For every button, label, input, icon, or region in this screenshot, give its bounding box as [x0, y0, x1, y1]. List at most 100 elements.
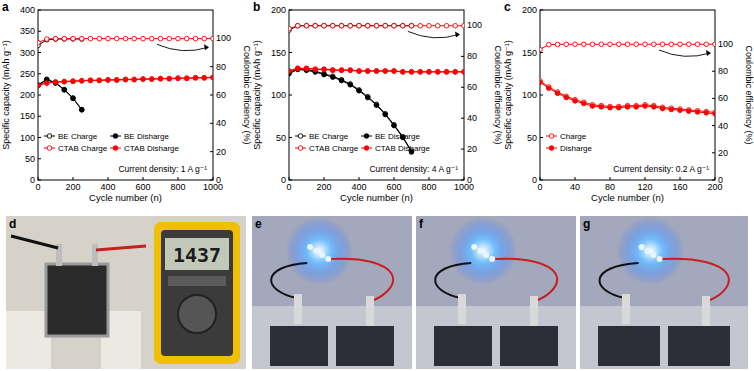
clip	[530, 296, 538, 326]
data-point	[322, 23, 327, 28]
y-axis-title: Specific capacity (mAh g⁻¹)	[1, 40, 11, 149]
y-tick	[38, 73, 41, 74]
data-point	[79, 79, 84, 84]
data-point	[418, 70, 423, 75]
data-point	[62, 79, 67, 84]
led	[325, 256, 331, 262]
data-point	[53, 81, 58, 86]
pouch-cell	[336, 326, 394, 366]
led	[313, 248, 319, 254]
annotation: Current density: 1 A g⁻¹	[118, 164, 207, 174]
data-point	[660, 106, 665, 111]
data-group	[540, 42, 715, 116]
data-point	[62, 80, 67, 85]
legend-swatch-marker	[549, 146, 554, 151]
data-point	[106, 36, 111, 41]
y-tick-label: 100	[271, 90, 286, 100]
data-point	[71, 96, 76, 101]
series-line	[540, 81, 715, 112]
x-tick-label: 40	[570, 182, 580, 192]
data-point	[97, 78, 102, 83]
data-point	[313, 67, 318, 72]
chart: 0200400600800100005010015020025030035040…	[1, 0, 252, 203]
data-point	[38, 83, 40, 88]
data-point	[374, 102, 379, 107]
data-point	[392, 69, 397, 74]
data-point	[365, 95, 370, 100]
data-point	[616, 105, 621, 110]
pouch-cell	[668, 326, 730, 366]
y2-tick	[461, 56, 464, 57]
data-point	[132, 77, 137, 82]
data-point	[295, 23, 300, 28]
data-point	[392, 123, 397, 128]
x-tick	[359, 177, 360, 180]
y2-tick-label: 80	[467, 51, 477, 61]
data-point	[392, 68, 397, 73]
data-point	[374, 68, 379, 73]
data-point	[339, 78, 344, 83]
panel-label: b	[253, 0, 260, 14]
data-point	[564, 95, 569, 100]
y-tick-label: 0	[30, 175, 35, 185]
x-tick-label: 600	[386, 182, 401, 192]
led	[471, 244, 477, 250]
data-point	[62, 88, 67, 93]
data-point	[625, 105, 630, 110]
series-line	[38, 79, 82, 109]
data-point	[202, 76, 207, 81]
data-point	[686, 109, 691, 114]
data-point	[365, 23, 370, 28]
y-axis-title: Specific capacity (mAh g⁻¹)	[252, 40, 262, 149]
data-point	[374, 23, 379, 28]
data-point	[211, 36, 213, 41]
data-point	[38, 83, 40, 88]
arrow	[408, 31, 459, 37]
x-tick	[394, 177, 395, 180]
wire-black	[600, 263, 639, 298]
y2-tick-label: 100	[216, 33, 231, 43]
data-point	[418, 69, 423, 74]
y-tick	[540, 180, 543, 181]
data-point	[573, 42, 578, 47]
data-point	[295, 66, 300, 71]
legend-swatch-marker	[364, 146, 369, 151]
legend-label: CTAB Charge	[309, 144, 359, 153]
data-point	[141, 36, 146, 41]
photo-background	[580, 216, 748, 369]
cell-tab	[92, 244, 98, 266]
data-group	[289, 23, 464, 154]
panel-label: f	[419, 217, 424, 231]
data-point	[444, 69, 449, 74]
data-point	[564, 42, 569, 47]
data-point	[38, 40, 40, 45]
data-point	[400, 23, 405, 28]
legend-label: Charge	[560, 132, 587, 141]
data-point	[374, 69, 379, 74]
data-point	[167, 77, 172, 82]
data-point	[409, 69, 414, 74]
data-point	[304, 67, 309, 72]
data-point	[427, 23, 432, 28]
panel-label: g	[583, 217, 590, 231]
y2-tick	[210, 95, 213, 96]
x-tick	[575, 177, 576, 180]
y2-tick	[712, 71, 715, 72]
data-point	[686, 42, 691, 47]
data-point	[660, 42, 665, 47]
data-point	[44, 37, 49, 42]
data-point	[176, 36, 181, 41]
y2-tick-label: 20	[467, 144, 477, 154]
data-point	[418, 23, 423, 28]
x-tick-label: 200	[316, 182, 331, 192]
data-point	[339, 68, 344, 73]
data-point	[114, 77, 119, 82]
data-point	[625, 42, 630, 47]
y-tick-label: 50	[527, 133, 537, 143]
data-point	[348, 82, 353, 87]
data-point	[79, 78, 84, 83]
data-point	[53, 80, 58, 85]
y-tick	[289, 52, 292, 53]
data-point	[304, 23, 309, 28]
y-tick-label: 0	[532, 175, 537, 185]
